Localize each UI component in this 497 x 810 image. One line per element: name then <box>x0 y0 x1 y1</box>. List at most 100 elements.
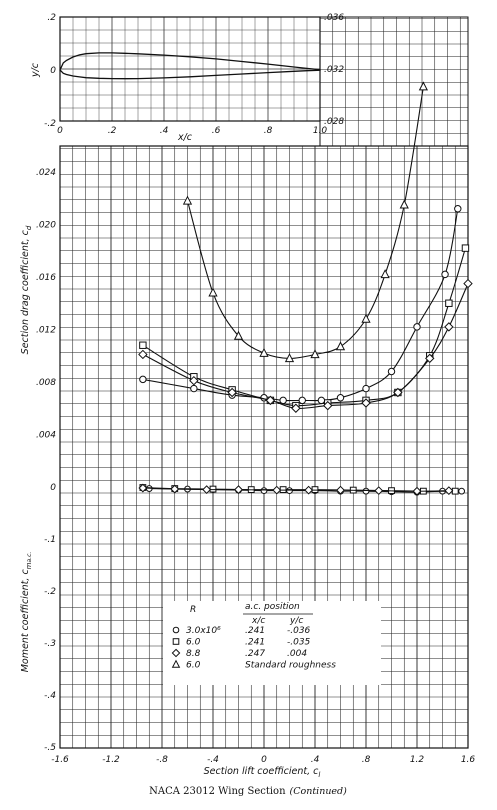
marker-diamond <box>202 485 212 495</box>
drag-curve-triangle <box>186 86 424 359</box>
data-series <box>138 81 473 496</box>
marker-square <box>451 487 459 495</box>
side-tick-label: .036 <box>324 13 344 23</box>
drag-y-tick-label: .008 <box>36 378 56 388</box>
lift-x-tick-label: -.4 <box>207 755 219 765</box>
airfoil-plot <box>59 52 321 80</box>
airfoil-x-tick-label: 0 <box>57 126 63 136</box>
marker-circle <box>362 384 370 393</box>
marker-diamond <box>444 322 454 332</box>
marker-diamond <box>374 486 384 496</box>
legend-R-value: 3.0x10⁶ <box>186 626 221 636</box>
marker-circle <box>362 487 370 495</box>
marker-diamond <box>304 485 314 495</box>
marker-diamond <box>336 485 345 495</box>
moment-y-tick-label: -.5 <box>44 743 56 753</box>
marker-diamond <box>170 484 180 494</box>
drag-y-tick-label: .004 <box>36 431 56 441</box>
legend-R-value: 6.0 <box>186 661 201 671</box>
drag-series-diamond <box>138 278 473 413</box>
marker-triangle <box>335 341 346 351</box>
caption-note: (Continued) <box>290 786 348 797</box>
marker-diamond <box>272 485 282 495</box>
legend-xc-value: .241 <box>245 638 265 648</box>
moment-y-label-text: Moment coefficient, c <box>20 569 31 673</box>
marker-diamond <box>291 403 301 413</box>
legend-yc-value: -.036 <box>287 626 311 636</box>
marker-triangle <box>361 313 371 323</box>
marker-triangle <box>310 349 320 359</box>
main-plot-frame <box>59 145 469 749</box>
moment-y-label-sub2: a.c. <box>26 552 33 563</box>
marker-circle <box>190 384 198 393</box>
lift-x-tick-label: -1.2 <box>102 755 120 765</box>
legend-R-value: 6.0 <box>186 638 201 648</box>
marker-triangle <box>208 287 218 297</box>
marker-diamond <box>361 398 371 408</box>
lift-x-label-text: Section lift coefficient, c <box>204 766 320 777</box>
moment-y-label: Moment coefficient, cma.c. <box>20 552 33 673</box>
airfoil-outline <box>59 52 321 80</box>
marker-triangle <box>284 353 295 363</box>
legend-header-yc: y/c <box>289 616 303 626</box>
drag-y-tick-label: .012 <box>36 326 56 336</box>
marker-diamond <box>138 483 148 493</box>
lift-x-label-sub: l <box>318 771 320 779</box>
marker-diamond <box>171 648 181 658</box>
legend-box <box>163 601 381 685</box>
airfoil-x-label: x/c <box>177 132 193 143</box>
tick-labels: 0.2.4.6.8 1.0.20-.2.036.032.028-1.6 -1.2 -.… <box>36 13 475 765</box>
legend-row: 6.0 Standard roughness <box>171 659 336 671</box>
airfoil-x-tick-label: 1.0 <box>313 126 328 136</box>
marker-diamond <box>323 400 333 411</box>
drag-curve-circle <box>142 208 459 402</box>
airfoil-y-tick-label: .2 <box>47 13 56 23</box>
marker-circle <box>317 396 326 405</box>
marker-circle <box>139 375 147 384</box>
marker-diamond <box>444 486 454 496</box>
moment-y-tick-label: -.4 <box>44 691 56 701</box>
drag-y-tick-label: .020 <box>36 221 56 231</box>
airfoil-y-tick-label: 0 <box>50 66 56 76</box>
lift-x-tick-label: 1.2 <box>410 755 425 765</box>
legend-R-value: 8.8 <box>186 649 201 659</box>
drag-y-label-sub: d <box>25 225 33 230</box>
marker-diamond <box>463 278 473 289</box>
marker-triangle <box>418 81 428 91</box>
marker-circle <box>298 396 306 405</box>
drag-series-triangle <box>182 81 428 363</box>
lift-x-tick-label: .4 <box>311 755 320 765</box>
lift-x-tick-label: 0 <box>261 755 267 765</box>
airfoil-x-tick-label: .8 <box>264 126 273 136</box>
moment-y-tick-label: -.2 <box>44 587 56 597</box>
marker-circle <box>172 626 180 634</box>
marker-diamond <box>425 353 435 364</box>
legend-xc-value: .241 <box>245 626 265 636</box>
legend-yc-value: -.035 <box>287 638 311 648</box>
marker-triangle <box>182 195 193 205</box>
marker-square <box>445 299 453 307</box>
legend-note: Standard roughness <box>245 661 336 671</box>
drag-y-tick-label: .016 <box>36 273 56 283</box>
marker-diamond <box>393 387 403 398</box>
moment-series-diamond <box>138 483 454 496</box>
marker-square <box>139 341 147 349</box>
marker-triangle <box>380 269 390 279</box>
marker-circle <box>387 367 396 376</box>
marker-circle <box>413 323 421 331</box>
airfoil-x-tick-label: .6 <box>212 126 221 136</box>
airfoil-x-tick-label: .4 <box>160 126 169 136</box>
moment-y-tick-label: 0 <box>50 483 56 493</box>
marker-circle <box>286 487 293 495</box>
moment-y-tick-label: -.3 <box>44 639 56 649</box>
legend-yc-value: .004 <box>287 649 307 659</box>
lift-x-tick-label: -1.6 <box>51 755 69 765</box>
marker-triangle <box>171 659 181 668</box>
lift-x-tick-label: 1.6 <box>461 755 476 765</box>
caption-main: NACA 23012 Wing Section <box>149 786 286 797</box>
lift-x-tick-label: .8 <box>362 755 371 765</box>
legend: R a.c. position x/c y/c 3.0x10⁶ .241 -.036… <box>163 601 381 685</box>
moment-curve-diamond <box>142 487 449 492</box>
